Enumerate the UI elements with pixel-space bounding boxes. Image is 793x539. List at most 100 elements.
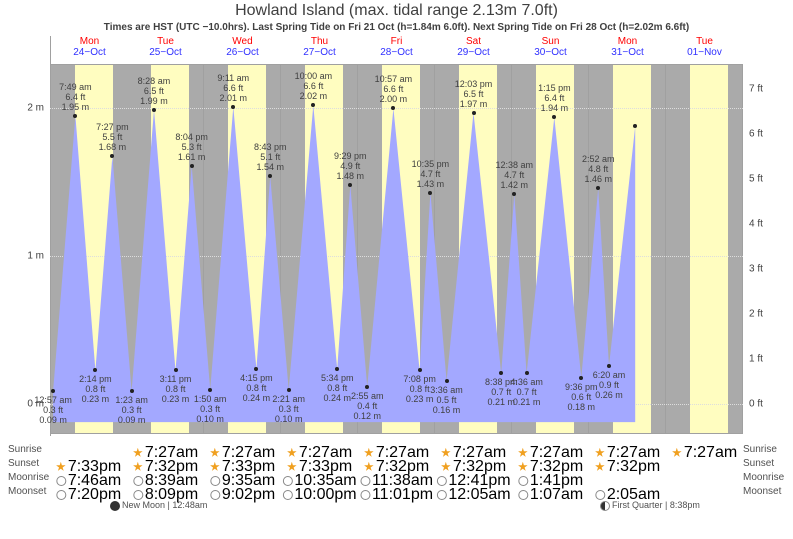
star-icon — [133, 448, 143, 458]
y-right-tick: 3 ft — [745, 264, 793, 275]
moon-phase-icon — [110, 501, 120, 511]
y-right-tick: 4 ft — [745, 218, 793, 229]
y-axis-left: 0 m1 m2 m — [0, 36, 48, 436]
star-icon — [133, 462, 143, 472]
tide-extremum-dot — [152, 108, 156, 112]
star-icon — [518, 448, 528, 458]
tide-extremum-dot — [472, 111, 476, 115]
star-icon — [595, 448, 605, 458]
moon-icon — [595, 490, 605, 500]
tide-extremum-dot — [348, 183, 352, 187]
tide-extremum-label: 1:50 am0.3 ft0.10 m — [185, 394, 235, 424]
y-right-tick: 6 ft — [745, 128, 793, 139]
footer-moonset-cell: 1:07am — [518, 486, 583, 504]
star-icon — [441, 448, 451, 458]
footer-label-sunrise: Sunrise — [743, 444, 777, 455]
y-axis-right: 0 ft1 ft2 ft3 ft4 ft5 ft6 ft7 ft — [745, 36, 793, 436]
tide-extremum-dot — [208, 388, 212, 392]
tide-extremum-label: 10:35 pm4.7 ft1.43 m — [405, 159, 455, 189]
moon-icon — [210, 490, 220, 500]
tide-extremum-dot — [552, 115, 556, 119]
footer-moonset-cell: 12:05am — [436, 486, 510, 504]
moon-icon — [518, 476, 528, 486]
star-icon — [518, 462, 528, 472]
moon-icon — [282, 490, 292, 500]
footer-sunrise-cell: 7:27am — [672, 444, 737, 462]
moon-icon — [518, 490, 528, 500]
footer-label-sunset: Sunset — [743, 458, 774, 469]
star-icon — [287, 448, 297, 458]
tide-extremum-dot — [130, 389, 134, 393]
tide-extremum-dot — [579, 376, 583, 380]
chart-subtitle: Times are HST (UTC −10.0hrs). Last Sprin… — [0, 22, 793, 33]
tide-extremum-dot — [311, 103, 315, 107]
moon-icon — [133, 476, 143, 486]
moon-phase-icon — [600, 501, 610, 511]
tide-extremum-label: 10:00 am6.6 ft2.02 m — [288, 71, 338, 101]
tide-extremum-dot — [254, 367, 258, 371]
footer-label-moonset: Moonset — [8, 486, 46, 497]
tide-extremum-label: 9:29 pm4.9 ft1.48 m — [325, 151, 375, 181]
tide-extremum-label: 1:23 am0.3 ft0.09 m — [107, 395, 157, 425]
moon-icon — [210, 476, 220, 486]
tide-extremum-dot — [110, 154, 114, 158]
tide-extremum-dot — [633, 124, 637, 128]
y-right-tick: 2 ft — [745, 309, 793, 320]
y-right-tick: 0 ft — [745, 399, 793, 410]
footer-label-moonrise: Moonrise — [8, 472, 49, 483]
tide-extremum-label: 9:11 am6.6 ft2.01 m — [208, 73, 258, 103]
footer-moonset-cell: 11:01pm — [360, 486, 433, 504]
moon-icon — [56, 490, 66, 500]
tide-extremum-label: 12:03 pm6.5 ft1.97 m — [449, 79, 499, 109]
tide-extremum-label: 4:36 am0.7 ft0.21 m — [502, 377, 552, 407]
tide-extremum-dot — [51, 389, 55, 393]
y-left-tick: 2 m — [0, 103, 48, 114]
tide-extremum-dot — [287, 388, 291, 392]
moon-icon — [360, 476, 370, 486]
moon-icon — [436, 490, 446, 500]
tide-extremum-dot — [268, 174, 272, 178]
tide-extremum-label: 6:20 am0.9 ft0.26 m — [584, 370, 634, 400]
tide-extremum-label: 12:38 am4.7 ft1.42 m — [489, 160, 539, 190]
star-icon — [287, 462, 297, 472]
tide-extremum-dot — [391, 106, 395, 110]
tide-extremum-dot — [190, 164, 194, 168]
tide-extremum-label: 2:55 am0.4 ft0.12 m — [342, 391, 392, 421]
tide-extremum-dot — [365, 385, 369, 389]
tide-extremum-label: 7:27 pm5.5 ft1.68 m — [87, 122, 137, 152]
tide-extremum-dot — [445, 379, 449, 383]
tide-extremum-dot — [73, 114, 77, 118]
moon-icon — [436, 476, 446, 486]
chart-title: Howland Island (max. tidal range 2.13m 7… — [0, 2, 793, 20]
tide-extremum-label: 7:49 am6.4 ft1.95 m — [50, 82, 100, 112]
star-icon — [595, 462, 605, 472]
star-icon — [56, 462, 66, 472]
footer-moonset-cell: 10:00pm — [282, 486, 356, 504]
star-icon — [210, 462, 220, 472]
footer-label-sunset: Sunset — [8, 458, 39, 469]
moon-icon — [360, 490, 370, 500]
tide-extremum-label: 10:57 am6.6 ft2.00 m — [368, 74, 418, 104]
tide-extremum-dot — [512, 192, 516, 196]
tide-extremum-label: 2:52 am4.8 ft1.46 m — [573, 154, 623, 184]
tide-extremum-label: 2:21 am0.3 ft0.10 m — [264, 394, 314, 424]
tide-extremum-label: 3:36 am0.5 ft0.16 m — [422, 385, 472, 415]
tide-extremum-dot — [231, 105, 235, 109]
tide-extremum-label: 8:43 pm5.1 ft1.54 m — [245, 142, 295, 172]
moon-phase-note: New Moon | 12:48am — [110, 500, 207, 511]
y-right-tick: 7 ft — [745, 83, 793, 94]
tide-extremum-dot — [525, 371, 529, 375]
moon-icon — [133, 490, 143, 500]
moon-icon — [56, 476, 66, 486]
tide-extremum-dot — [418, 368, 422, 372]
tide-extremum-label: 1:15 pm6.4 ft1.94 m — [529, 83, 579, 113]
plot-area: Mon24−OctTue25−OctWed26−OctThu27−OctFri2… — [50, 36, 743, 436]
tide-extremum-dot — [499, 371, 503, 375]
footer-label-sunrise: Sunrise — [8, 444, 42, 455]
star-icon — [441, 462, 451, 472]
tide-extremum-dot — [607, 364, 611, 368]
tide-extremum-label: 8:28 am6.5 ft1.99 m — [129, 76, 179, 106]
tide-extremum-dot — [93, 368, 97, 372]
tide-extremum-dot — [335, 367, 339, 371]
y-left-tick: 1 m — [0, 251, 48, 262]
